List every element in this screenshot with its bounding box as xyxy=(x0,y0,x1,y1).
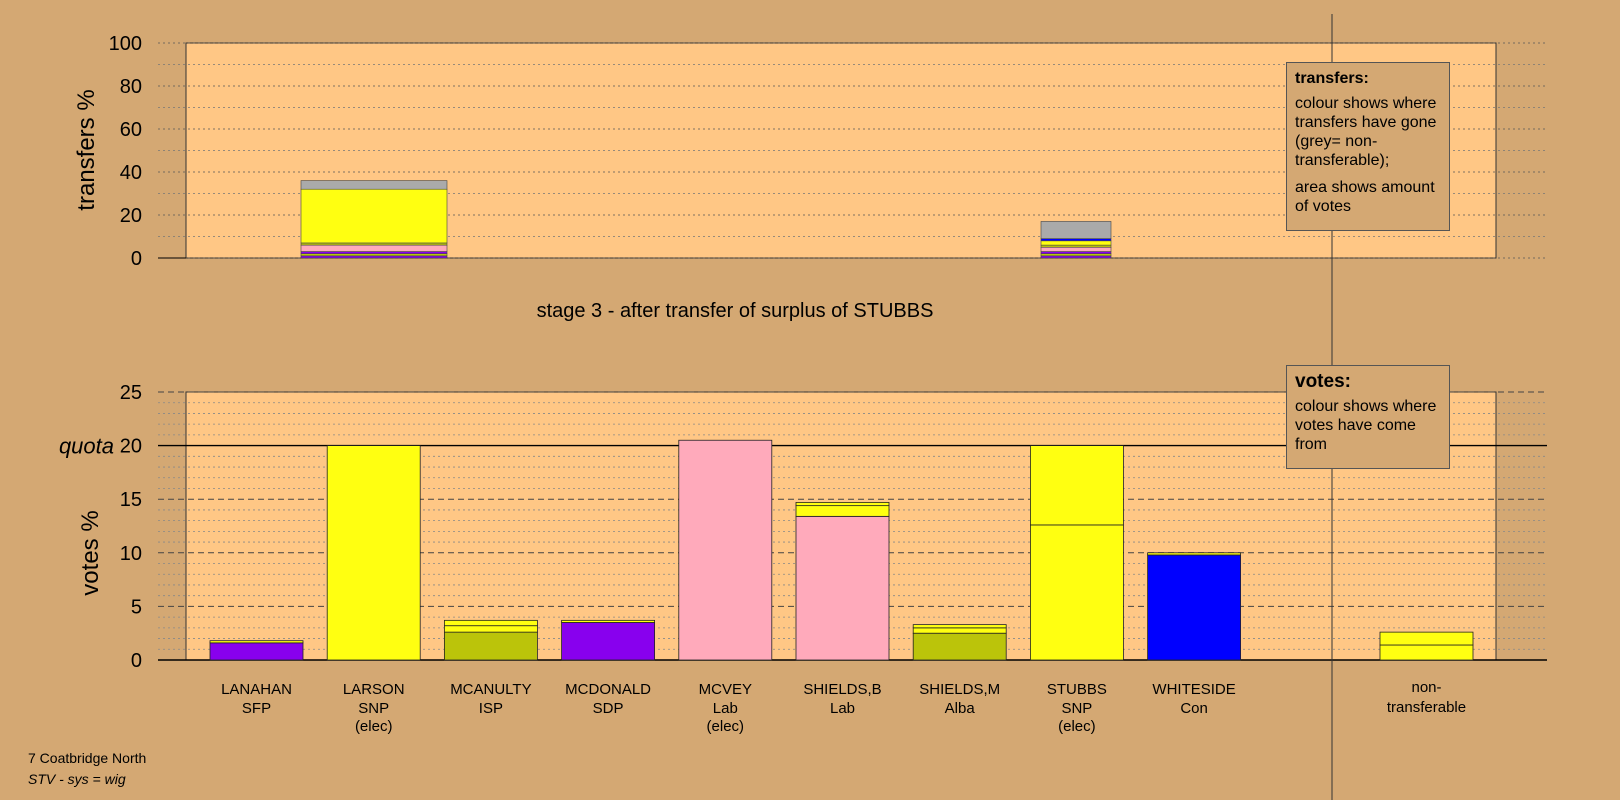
transfer-bar-segment xyxy=(300,244,448,252)
transfer-bar-segment xyxy=(1040,240,1112,246)
transfer-bar-segment xyxy=(300,180,448,190)
quota-label: quota xyxy=(59,434,114,459)
transfers-tick-label: 80 xyxy=(120,76,142,98)
transfer-bar-segment xyxy=(1040,221,1112,239)
legend-transfers: transfers: colour shows where transfers … xyxy=(1286,62,1450,231)
transfer-bar-segment xyxy=(300,242,448,246)
vote-bar-segment xyxy=(1030,445,1124,526)
candidate-name-label: STUBBS xyxy=(1047,681,1107,698)
votes-tick-label: 0 xyxy=(131,650,142,672)
candidate-party-label: ISP xyxy=(479,700,503,717)
candidate-party-label: SNP xyxy=(1061,700,1092,717)
vote-bar-segment xyxy=(1379,631,1474,646)
stage-title: stage 3 - after transfer of surplus of S… xyxy=(537,300,934,322)
legend-votes-line1: colour shows where votes have come from xyxy=(1295,398,1437,453)
candidate-name-label: MCDONALD xyxy=(565,681,651,698)
candidate-party-label: SDP xyxy=(593,700,624,717)
transfer-bar-segment xyxy=(1040,238,1112,242)
candidate-name-label: WHITESIDE xyxy=(1152,681,1235,698)
vote-bar-segment xyxy=(795,502,890,507)
footer-system: STV - sys = wig xyxy=(28,771,126,787)
vote-bar-segment xyxy=(1147,552,1241,556)
vote-bar-segment xyxy=(561,619,655,623)
transfer-bar-segment xyxy=(1040,246,1112,252)
votes-tick-label: 15 xyxy=(120,489,142,511)
vote-bar-segment xyxy=(912,624,1007,629)
vote-bar-segment xyxy=(443,619,538,627)
transfer-bar-segment xyxy=(1040,255,1112,259)
legend-transfers-line2: area shows amount of votes xyxy=(1295,179,1435,215)
vote-bar-segment xyxy=(795,515,890,661)
vote-bar-segment xyxy=(1379,644,1474,661)
transfers-tick-label: 100 xyxy=(109,33,142,55)
candidate-name-label: LARSON xyxy=(343,681,405,698)
legend-votes-title: votes: xyxy=(1295,371,1351,392)
candidate-party-label: SFP xyxy=(242,700,271,717)
transfer-bar-segment xyxy=(1040,251,1112,255)
candidate-party-label: Lab xyxy=(713,700,738,717)
candidate-name-label: LANAHAN xyxy=(221,681,292,698)
candidate-party-label: Alba xyxy=(945,700,976,717)
candidate-party-label: Con xyxy=(1180,700,1208,717)
candidate-elected-label: (elec) xyxy=(1058,718,1096,735)
transfer-bar-segment xyxy=(300,188,448,244)
vote-bar-segment xyxy=(209,642,304,661)
transfers-axis-title: transfers % xyxy=(73,89,100,210)
votes-tick-label: 5 xyxy=(131,596,142,618)
candidate-elected-label: (elec) xyxy=(355,718,393,735)
candidate-name-label: MCANULTY xyxy=(450,681,531,698)
candidate-name-label: SHIELDS,B xyxy=(803,681,881,698)
legend-transfers-title: transfers: xyxy=(1295,70,1369,87)
vote-bar-segment xyxy=(912,627,1007,634)
candidate-party-label: Lab xyxy=(830,700,855,717)
votes-tick-label: 10 xyxy=(120,543,142,565)
legend-votes: votes: colour shows where votes have com… xyxy=(1286,365,1450,469)
candidate-elected-label: (elec) xyxy=(707,718,745,735)
transfers-tick-label: 0 xyxy=(131,248,142,270)
vote-bar-segment xyxy=(1030,524,1124,661)
transfers-tick-label: 40 xyxy=(120,162,142,184)
vote-bar-segment xyxy=(795,505,890,517)
transfer-bar-segment xyxy=(300,253,448,257)
transfers-tick-label: 60 xyxy=(120,119,142,141)
candidate-party-label: SNP xyxy=(358,700,389,717)
votes-tick-label: 25 xyxy=(120,382,142,404)
candidate-name-label: MCVEY xyxy=(699,681,752,698)
footer-ward: 7 Coatbridge North xyxy=(28,750,147,766)
nontransferable-label-2: transferable xyxy=(1387,699,1466,716)
vote-bar-segment xyxy=(443,631,538,661)
vote-bar-segment xyxy=(209,640,304,644)
transfers-tick-label: 20 xyxy=(120,205,142,227)
legend-transfers-line1: colour shows where transfers have gone (… xyxy=(1295,95,1437,169)
vote-bar-segment xyxy=(561,622,655,661)
nontransferable-label-1: non- xyxy=(1411,679,1441,696)
votes-tick-label: 20 xyxy=(120,436,142,458)
vote-bar-segment xyxy=(1147,554,1241,661)
transfer-bar-segment xyxy=(1040,253,1112,257)
vote-bar-segment xyxy=(678,439,773,661)
transfer-bar-segment xyxy=(300,255,448,259)
transfer-bar-segment xyxy=(300,251,448,255)
votes-axis-title: votes % xyxy=(77,510,104,595)
vote-bar-segment xyxy=(912,632,1007,661)
vote-bar-segment xyxy=(326,445,421,661)
vote-bar-segment xyxy=(443,625,538,633)
transfer-bar-segment xyxy=(1040,244,1112,248)
candidate-name-label: SHIELDS,M xyxy=(919,681,1000,698)
